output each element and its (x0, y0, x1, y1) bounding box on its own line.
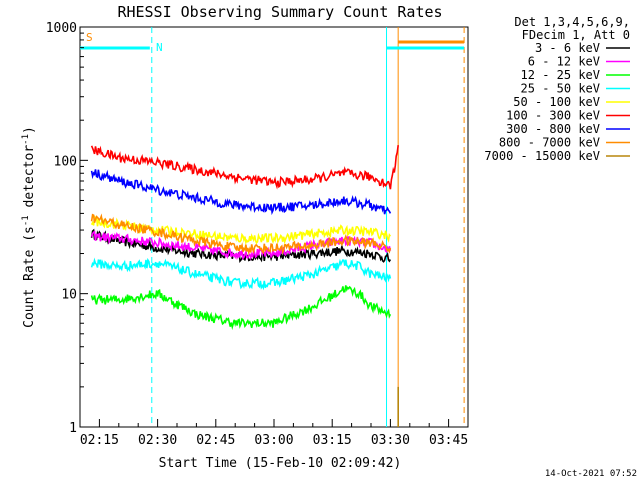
x-tick-label: 02:30 (138, 433, 177, 448)
legend-header-line2: FDecim 1, Att 0 (522, 28, 630, 42)
series-line-300-800-kev (90, 169, 392, 216)
state-bars: SN (80, 31, 465, 54)
vertical-markers (151, 27, 465, 427)
legend-label-3-6-kev: 3 - 6 keV (535, 41, 600, 55)
legend-label-50-100-kev: 50 - 100 keV (513, 95, 600, 109)
chart-title: RHESSI Observing Summary Count Rates (117, 3, 442, 21)
timestamp: 14-Oct-2021 07:52 (545, 469, 637, 479)
series-line-100-300-kev (90, 144, 399, 190)
legend-label-7000-15000-kev: 7000 - 15000 keV (484, 149, 600, 163)
state-bar-label-s: S (86, 31, 93, 44)
y-axis-label-mid: detector (22, 145, 37, 216)
legend-label-12-25-kev: 12 - 25 keV (521, 68, 600, 82)
legend-label-100-300-kev: 100 - 300 keV (506, 109, 600, 123)
y-axis-label: Count Rate (s-1 detector-1) (21, 126, 37, 328)
y-axis-label-sup2: -1 (21, 134, 31, 145)
y-axis-label-sup1: -1 (21, 215, 31, 226)
y-tick-label: 1 (69, 421, 77, 436)
legend-label-800-7000-kev: 800 - 7000 keV (499, 136, 600, 150)
y-axis-label-end: ) (22, 126, 37, 134)
legend-header-line1: Det 1,3,4,5,6,9, (514, 15, 630, 29)
legend-label-25-50-kev: 25 - 50 keV (521, 82, 600, 96)
x-tick-label: 03:15 (313, 433, 352, 448)
series-line-25-50-kev (90, 257, 392, 291)
y-axis-ticks: 1 10 100 1000 (46, 21, 88, 436)
y-tick-label: 100 (54, 154, 77, 169)
x-tick-label: 02:15 (80, 433, 119, 448)
x-axis-label: Start Time (15-Feb-10 02:09:42) (159, 456, 402, 471)
legend-label-6-12-kev: 6 - 12 keV (528, 55, 600, 69)
x-tick-label: 03:30 (371, 433, 410, 448)
x-tick-label: 03:00 (254, 433, 293, 448)
y-tick-label: 10 (61, 288, 77, 303)
x-tick-label: 02:45 (196, 433, 235, 448)
series-line-800-7000-kev (90, 213, 392, 256)
series-line-12-25-kev (90, 285, 392, 331)
x-axis-ticks: 02:15 02:30 02:45 03:00 03:15 03:30 03:45 (80, 419, 468, 448)
x-tick-label: 03:45 (429, 433, 468, 448)
legend-label-300-800-kev: 300 - 800 keV (506, 122, 600, 136)
series-group (90, 144, 400, 427)
y-axis-label-main: Count Rate (s (22, 226, 37, 328)
y-tick-label: 1000 (46, 21, 77, 36)
state-bar-label-n: N (156, 41, 163, 54)
legend: Det 1,3,4,5,6,9, FDecim 1, Att 0 3 - 6 k… (484, 15, 630, 163)
